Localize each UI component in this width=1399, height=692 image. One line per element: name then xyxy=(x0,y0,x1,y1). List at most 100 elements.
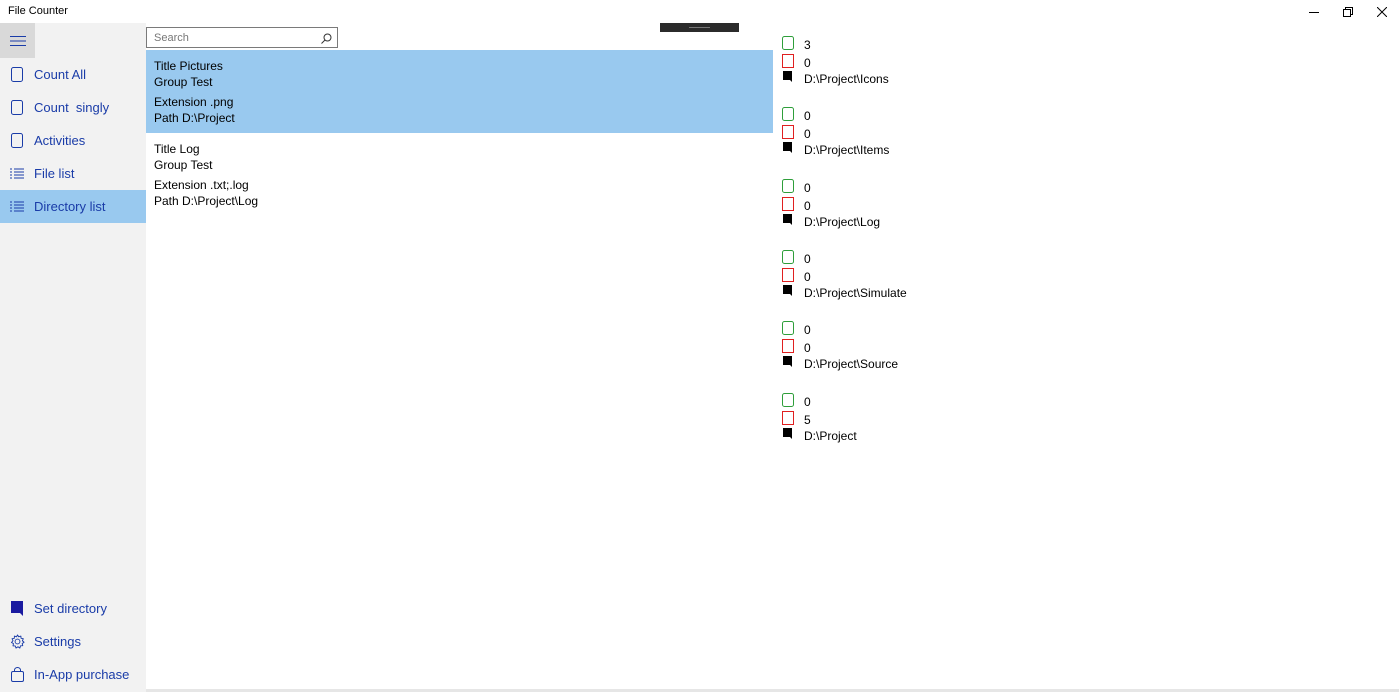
file-green-icon xyxy=(782,393,794,407)
hamburger-icon xyxy=(9,35,26,46)
directory-path: D:\Project\Icons xyxy=(804,72,889,86)
green-count: 0 xyxy=(804,395,811,409)
red-count-row: 0 xyxy=(782,339,1082,355)
minimize-button[interactable] xyxy=(1297,0,1331,23)
green-count: 3 xyxy=(804,38,811,52)
grip-line xyxy=(689,27,710,28)
directory-entry[interactable]: 3 0 D:\Project\Icons xyxy=(782,36,1082,96)
green-count-row: 3 xyxy=(782,36,1082,52)
nav-label: Activities xyxy=(34,133,86,148)
green-count: 0 xyxy=(804,109,811,123)
restore-button[interactable] xyxy=(1331,0,1365,23)
minimize-icon xyxy=(1309,11,1319,13)
red-count-row: 0 xyxy=(782,197,1082,213)
file-green-icon xyxy=(782,250,794,264)
nav-label: Set directory xyxy=(34,601,107,616)
file-outline-icon xyxy=(11,133,23,148)
list-item[interactable]: Title Log Group Test Extension .txt;.log… xyxy=(146,133,773,216)
red-count: 0 xyxy=(804,199,811,213)
file-green-icon xyxy=(782,179,794,193)
nav-label: Count singly xyxy=(34,100,110,115)
item-path: Path D:\Project\Log xyxy=(154,194,259,208)
nav-set-directory[interactable]: Set directory xyxy=(0,592,146,625)
directory-path: D:\Project\Simulate xyxy=(804,286,907,300)
folder-filled-icon xyxy=(783,356,792,367)
file-red-icon xyxy=(782,411,794,425)
item-title: Title Pictures xyxy=(154,59,223,73)
red-count-row: 0 xyxy=(782,54,1082,70)
close-icon xyxy=(1377,6,1387,17)
search-input[interactable] xyxy=(147,29,314,47)
nav-count-all[interactable]: Count All xyxy=(0,58,146,91)
item-title: Title Log xyxy=(154,142,200,156)
item-group: Group Test xyxy=(154,75,213,89)
green-count-row: 0 xyxy=(782,393,1082,409)
green-count-row: 0 xyxy=(782,321,1082,337)
search-box[interactable] xyxy=(146,27,338,48)
sidebar: Count All Count singly Activities File l… xyxy=(0,23,146,692)
path-row: D:\Project xyxy=(782,427,1082,443)
green-count-row: 0 xyxy=(782,107,1082,123)
directory-entry[interactable]: 0 5 D:\Project xyxy=(782,393,1082,453)
nav-label: Settings xyxy=(34,634,81,649)
folder-filled-icon xyxy=(783,214,792,225)
nav-label: File list xyxy=(34,166,75,181)
title-bar: File Counter xyxy=(0,0,1399,23)
nav-in-app-purchase[interactable]: In-App purchase xyxy=(0,658,146,691)
file-red-icon xyxy=(782,339,794,353)
drag-handle[interactable] xyxy=(660,23,739,32)
red-count-row: 0 xyxy=(782,125,1082,141)
file-filled-icon xyxy=(11,601,23,616)
red-count-row: 5 xyxy=(782,411,1082,427)
folder-filled-icon xyxy=(783,71,792,82)
folder-filled-icon xyxy=(783,428,792,439)
nav-directory-list[interactable]: Directory list xyxy=(0,190,146,223)
list-icon xyxy=(10,201,24,212)
file-red-icon xyxy=(782,54,794,68)
directory-entry[interactable]: 0 0 D:\Project\Simulate xyxy=(782,250,1082,310)
path-row: D:\Project\Log xyxy=(782,213,1082,229)
nav-label: In-App purchase xyxy=(34,667,130,682)
path-row: D:\Project\Items xyxy=(782,141,1082,157)
directory-entry[interactable]: 0 0 D:\Project\Items xyxy=(782,107,1082,167)
red-count: 0 xyxy=(804,341,811,355)
nav-count-singly[interactable]: Count singly xyxy=(0,91,146,124)
definition-list: Title Pictures Group Test Extension .png… xyxy=(146,50,773,216)
file-red-icon xyxy=(782,197,794,211)
file-red-icon xyxy=(782,125,794,139)
nav-label: Count All xyxy=(34,67,87,82)
list-item[interactable]: Title Pictures Group Test Extension .png… xyxy=(146,50,773,133)
folder-filled-icon xyxy=(783,142,792,153)
close-button[interactable] xyxy=(1365,0,1399,23)
green-count: 0 xyxy=(804,252,811,266)
search-icon xyxy=(321,33,332,44)
list-icon xyxy=(10,168,24,179)
red-count: 0 xyxy=(804,270,811,284)
path-row: D:\Project\Icons xyxy=(782,70,1082,86)
nav-settings[interactable]: Settings xyxy=(0,625,146,658)
green-count-row: 0 xyxy=(782,250,1082,266)
file-green-icon xyxy=(782,107,794,121)
gear-icon xyxy=(10,634,25,649)
shopping-bag-icon xyxy=(10,667,24,682)
bottom-divider xyxy=(146,689,1399,692)
directory-entry[interactable]: 0 0 D:\Project\Source xyxy=(782,321,1082,381)
nav-activities[interactable]: Activities xyxy=(0,124,146,157)
directory-entry[interactable]: 0 0 D:\Project\Log xyxy=(782,179,1082,239)
item-extension: Extension .txt;.log xyxy=(154,178,249,192)
green-count: 0 xyxy=(804,181,811,195)
hamburger-button[interactable] xyxy=(0,23,35,58)
directory-path: D:\Project\Source xyxy=(804,357,899,371)
green-count-row: 0 xyxy=(782,179,1082,195)
file-red-icon xyxy=(782,268,794,282)
nav-label: Directory list xyxy=(34,199,106,214)
file-outline-icon xyxy=(11,67,23,82)
red-count: 5 xyxy=(804,413,811,427)
red-count: 0 xyxy=(804,56,811,70)
file-green-icon xyxy=(782,321,794,335)
directory-path: D:\Project\Log xyxy=(804,215,881,229)
red-count-row: 0 xyxy=(782,268,1082,284)
nav-file-list[interactable]: File list xyxy=(0,157,146,190)
folder-filled-icon xyxy=(783,285,792,296)
search-button[interactable] xyxy=(321,31,332,49)
